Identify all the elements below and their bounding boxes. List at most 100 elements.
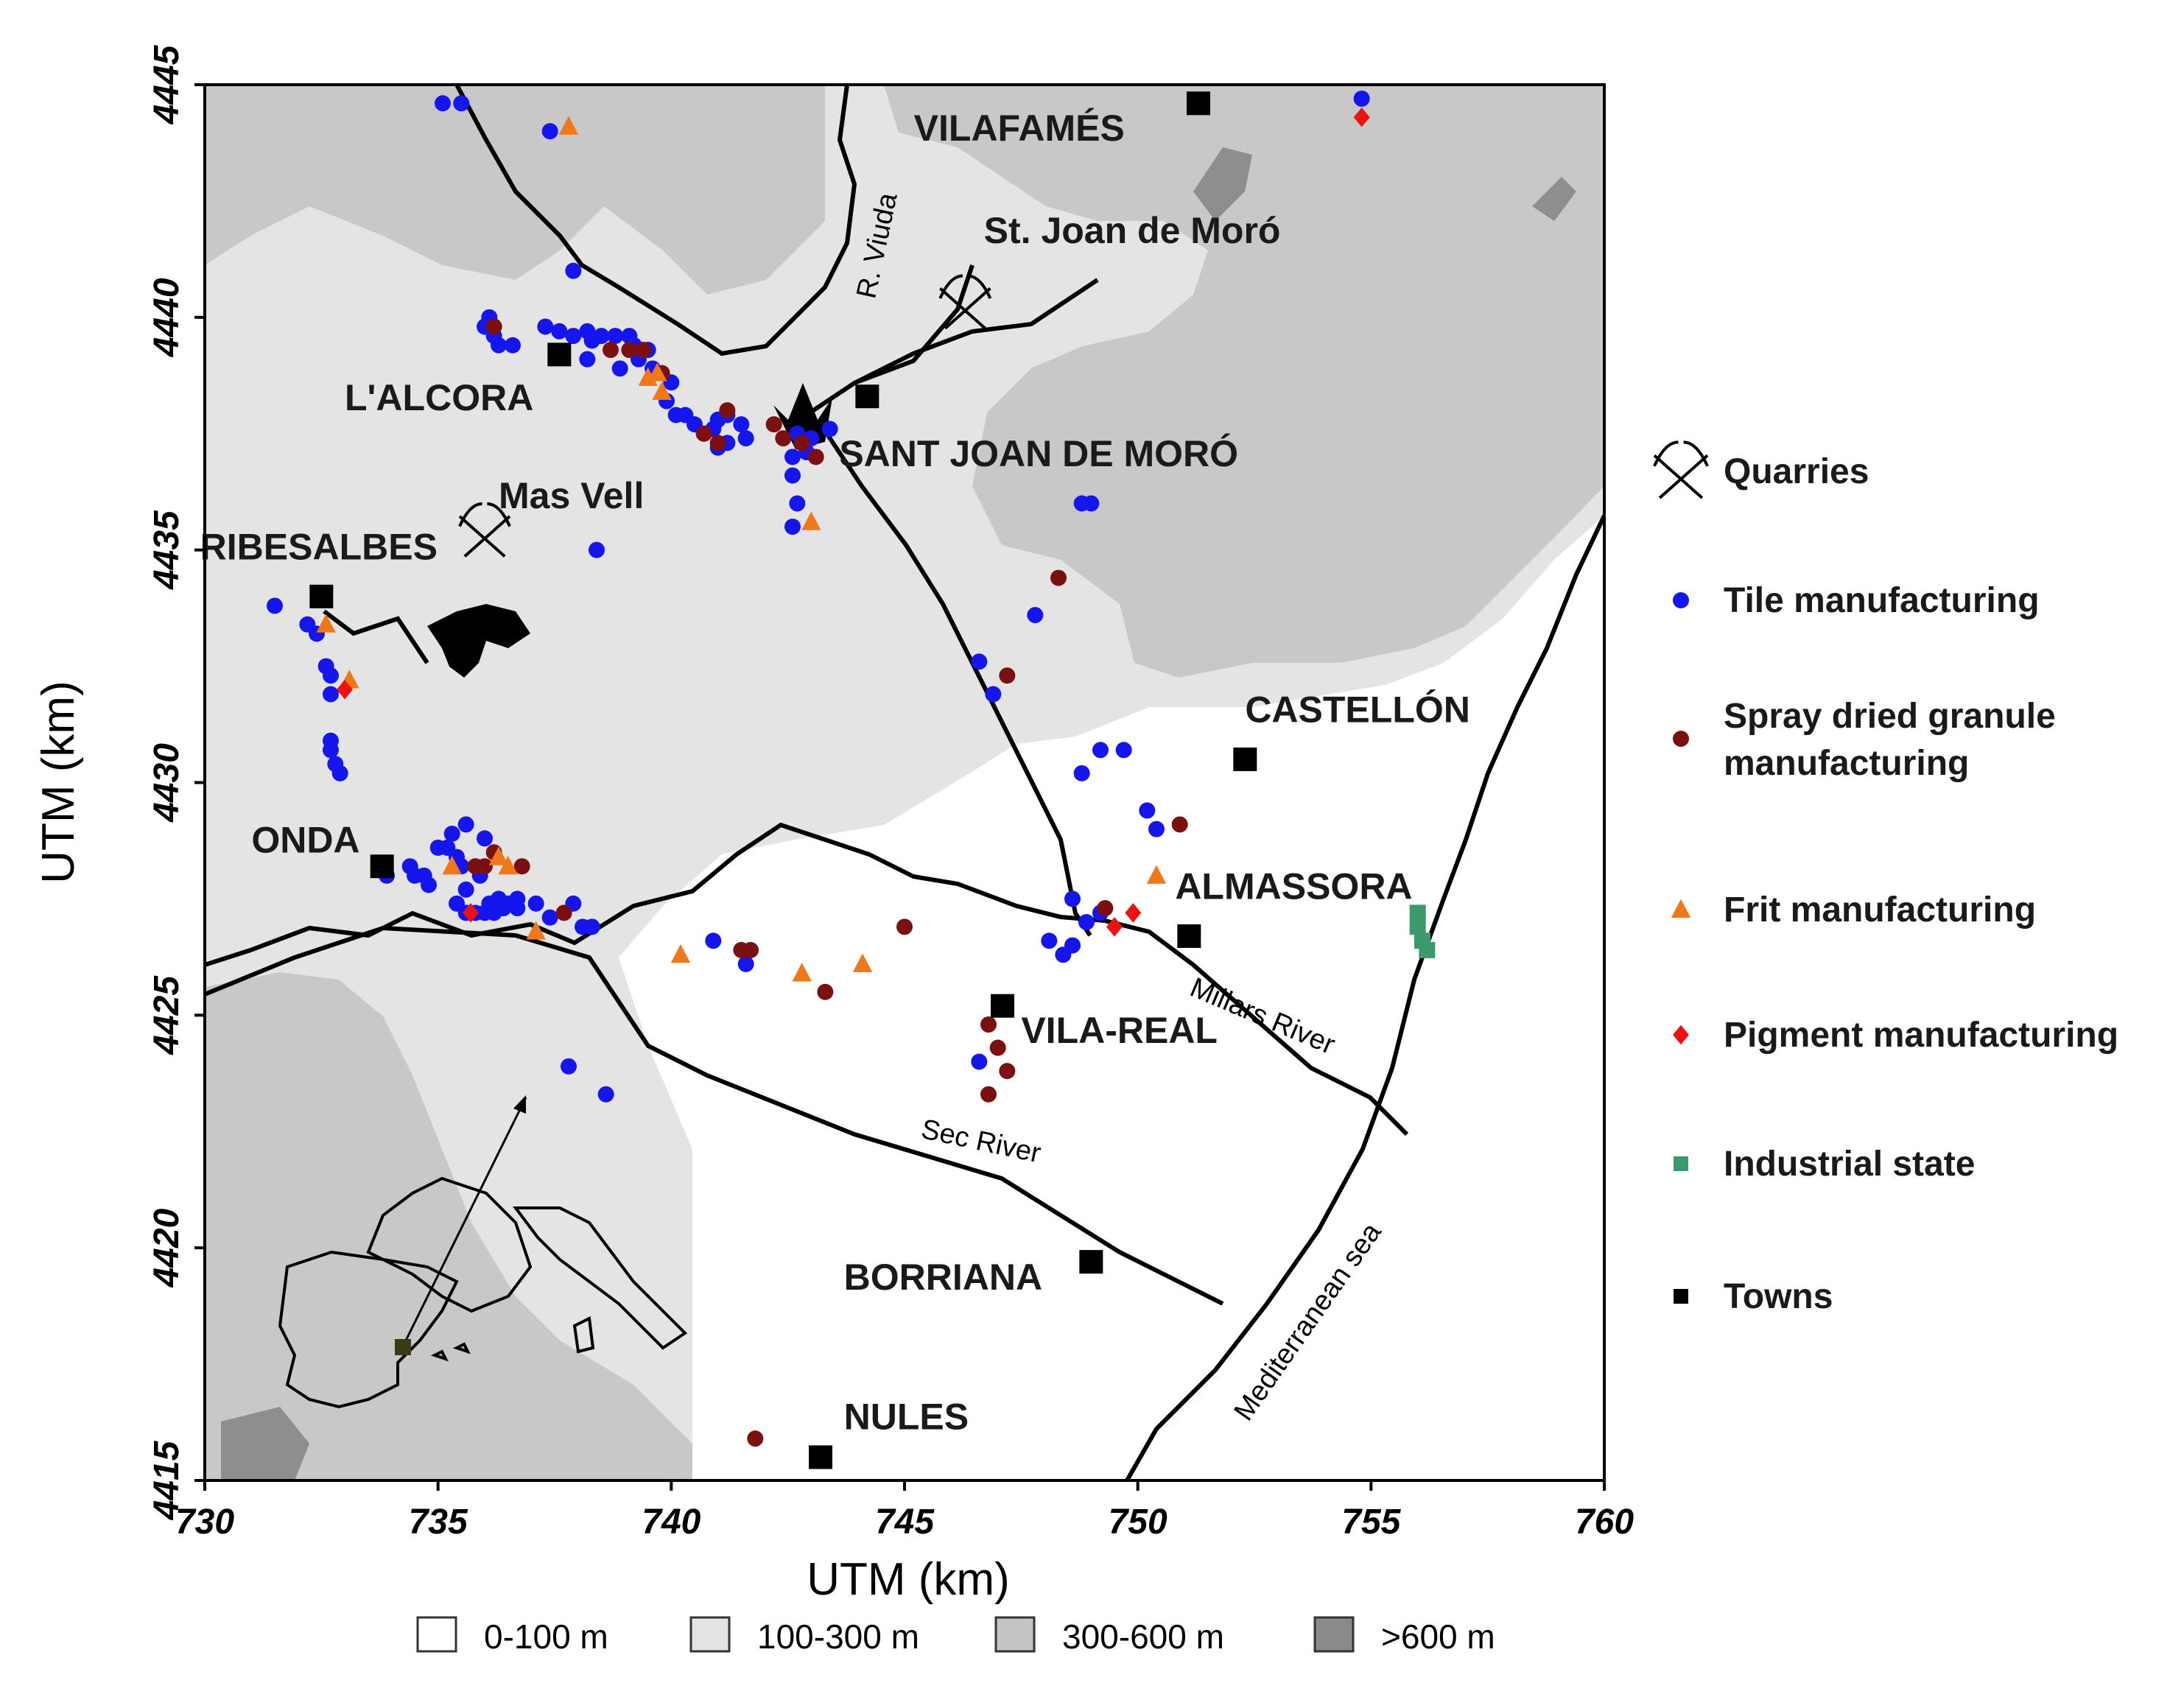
town-label: CASTELLÓN: [1245, 689, 1470, 730]
pigment-manufacturing-marker: [337, 679, 353, 700]
hills-300-600: [884, 85, 1604, 678]
tile-manufacturing-marker: [784, 467, 801, 484]
tile-manufacturing-marker: [565, 328, 582, 345]
spray-dried-granule-manufacturing-marker: [747, 1430, 764, 1447]
tile-manufacturing-marker: [323, 686, 339, 703]
tile-manufacturing-marker: [477, 830, 493, 847]
tile-manufacturing-marker: [583, 918, 600, 935]
town-label: BORRIANA: [844, 1257, 1042, 1298]
tile-manufacturing-marker: [593, 328, 610, 345]
spray-dried-granule-manufacturing-marker: [477, 858, 493, 875]
pickaxe-handle: [944, 287, 991, 330]
tile-manufacturing-marker: [267, 597, 283, 614]
x-tick-label: 735: [409, 1503, 468, 1542]
peak-over-600: [1532, 177, 1576, 221]
frit-manufacturing-marker: [652, 381, 672, 400]
tile-manufacturing-marker: [541, 123, 558, 140]
legend-label: Spray dried granule: [1724, 697, 2056, 736]
frit-manufacturing-marker: [670, 944, 691, 963]
y-tick-label: 4425: [147, 975, 186, 1055]
spray-dried-granule-manufacturing-marker: [793, 435, 810, 452]
x-tick-label: 730: [175, 1503, 234, 1542]
towns-marker: [809, 1445, 832, 1469]
tile-manufacturing-marker: [565, 262, 582, 279]
spray-dried-granule-manufacturing-marker: [719, 402, 736, 419]
town-label: VILAFAMÉS: [914, 108, 1125, 149]
y-tick-label: 4435: [147, 510, 186, 590]
pigment-manufacturing-marker: [1106, 917, 1123, 937]
tile-manufacturing-marker: [541, 909, 558, 926]
tile-manufacturing-marker: [737, 430, 754, 447]
tile-manufacturing-marker: [737, 955, 754, 972]
tile-manufacturing-marker: [579, 351, 596, 368]
tile-manufacturing-marker: [551, 323, 568, 340]
frit-manufacturing-marker: [852, 953, 873, 972]
tile-manufacturing-marker: [1353, 90, 1370, 107]
x-tick-label: 740: [642, 1503, 701, 1542]
pigment-manufacturing-marker: [1353, 108, 1370, 127]
elevation-label: 300-600 m: [1062, 1617, 1224, 1656]
spray-dried-granule-manufacturing-marker: [742, 941, 759, 958]
y-tick-label: 4430: [147, 743, 186, 823]
towns-marker: [1187, 91, 1210, 116]
y-axis-title: UTM (km): [33, 681, 84, 883]
pickaxe-handle: [1658, 454, 1709, 499]
pickaxe-handle: [463, 515, 511, 558]
legend-label: manufacturing: [1724, 744, 1969, 783]
sec-river: [205, 925, 1224, 1306]
rivers: [205, 85, 1604, 1480]
legend-marker: [1673, 592, 1689, 608]
tile-manufacturing-marker: [527, 895, 544, 912]
inset-europe-map: [278, 1095, 688, 1409]
tile-manufacturing-marker: [1139, 802, 1156, 819]
millars-river: [205, 822, 1409, 1136]
tile-manufacturing-marker: [985, 686, 1002, 703]
pickaxe-head: [458, 502, 482, 527]
tile-manufacturing-marker: [323, 742, 339, 759]
tile-manufacturing-marker: [443, 825, 460, 842]
towns-marker: [547, 342, 572, 367]
tile-manufacturing-marker: [971, 1053, 988, 1070]
towns-marker: [1233, 747, 1257, 771]
place-label: St. Joan de Moró: [984, 210, 1281, 251]
tile-manufacturing-marker: [821, 421, 838, 438]
towns-marker: [991, 994, 1014, 1018]
industrial-state-marker: [1409, 918, 1426, 935]
x-tick-label: 745: [875, 1503, 935, 1542]
quarry-icon: [458, 502, 511, 558]
inset-arrow-head: [513, 1095, 526, 1114]
peak-over-600: [221, 1407, 309, 1480]
legend-label: Frit manufacturing: [1724, 890, 2036, 930]
frit-manufacturing-marker: [488, 846, 509, 865]
elevation-label: >600 m: [1381, 1617, 1495, 1656]
coastline: [1125, 514, 1604, 1480]
plot-frame: [203, 83, 1606, 1482]
spray-dried-granule-manufacturing-marker: [513, 858, 530, 875]
tile-manufacturing-marker: [1092, 742, 1109, 759]
spray-dried-granule-manufacturing-marker: [1097, 900, 1114, 917]
tile-manufacturing-marker: [1148, 821, 1165, 837]
frit-manufacturing-marker: [316, 614, 336, 633]
tile-manufacturing-marker: [1073, 765, 1090, 781]
x-tick-label: 760: [1575, 1503, 1634, 1542]
frit-manufacturing-marker: [801, 511, 821, 530]
inset-arrow-line: [401, 1097, 527, 1349]
towns-marker: [309, 584, 334, 608]
tile-manufacturing-marker: [453, 95, 470, 112]
tile-manufacturing-marker: [705, 932, 722, 949]
tile-manufacturing-marker: [491, 337, 507, 354]
town-label: L'ALCORA: [345, 377, 533, 418]
pickaxe-handle: [458, 515, 506, 558]
spray-dried-granule-manufacturing-marker: [621, 342, 638, 359]
pickaxe-head: [487, 502, 511, 527]
town-label: SANT JOAN DE MORÓ: [839, 433, 1238, 474]
x-tick-label: 755: [1341, 1503, 1401, 1542]
quarry-legend-icon: [1653, 440, 1709, 499]
frit-manufacturing-marker: [526, 921, 546, 940]
inset-islands: [430, 1315, 595, 1362]
legend-marker: [1673, 1025, 1689, 1045]
tile-manufacturing-marker: [421, 876, 437, 893]
elevation-swatch: [416, 1616, 457, 1653]
frit-manufacturing-marker: [1146, 865, 1167, 884]
